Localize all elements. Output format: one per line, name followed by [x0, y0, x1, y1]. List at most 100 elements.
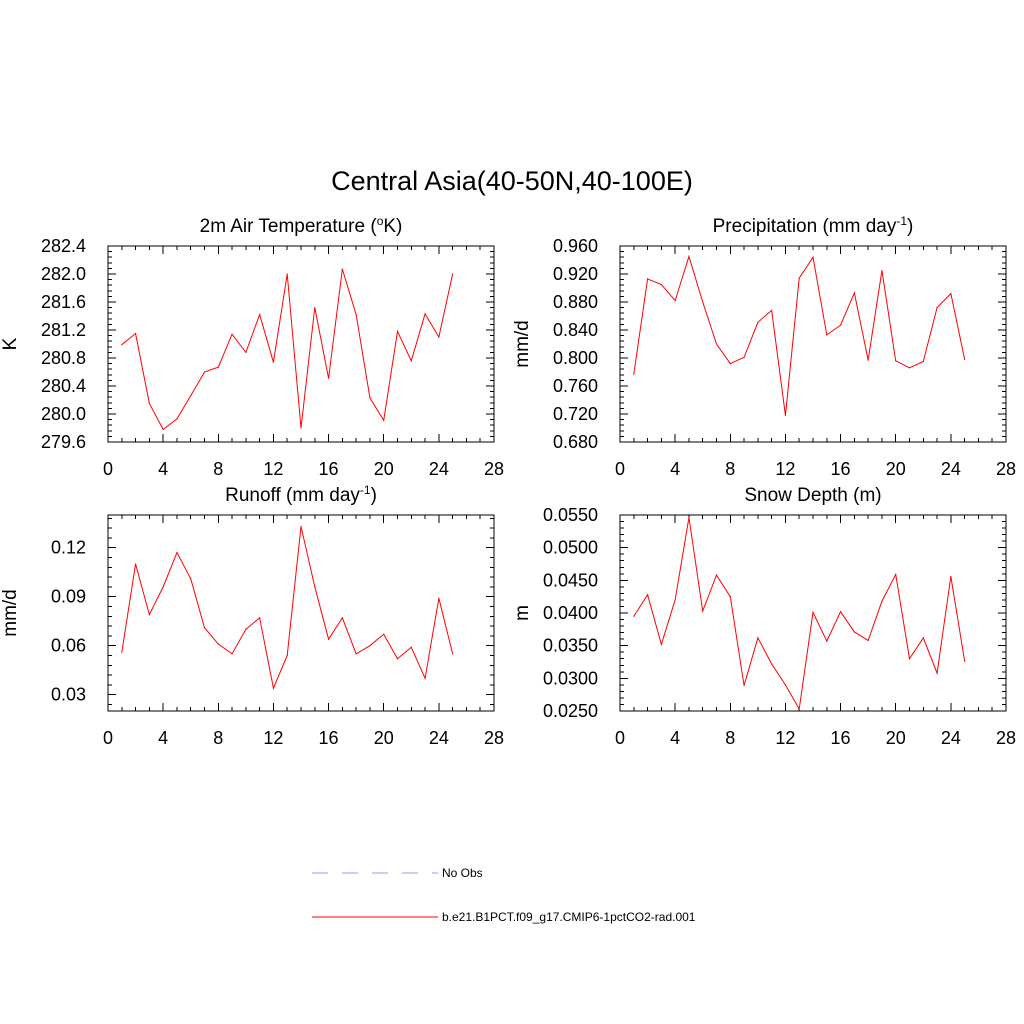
data-point	[853, 292, 855, 294]
data-point	[203, 371, 206, 373]
data-point	[148, 402, 150, 405]
y-tick-label: 0.0400	[543, 603, 598, 623]
data-point	[327, 377, 330, 379]
data-point	[424, 677, 426, 679]
data-point	[881, 269, 883, 272]
panel-title-superscript: o	[377, 214, 384, 228]
data-point	[895, 573, 897, 576]
x-tick-label: 8	[213, 459, 223, 479]
data-point	[327, 638, 330, 640]
y-axis-label: K	[0, 337, 21, 350]
data-point	[784, 414, 787, 416]
y-tick-label: 0.0350	[543, 636, 598, 656]
data-point	[936, 672, 938, 674]
x-tick-label: 0	[103, 459, 113, 479]
data-point	[853, 631, 855, 633]
x-tick-label: 24	[941, 459, 961, 479]
data-point	[964, 358, 966, 360]
data-point	[286, 654, 288, 657]
data-point	[355, 314, 357, 316]
x-tick-label: 12	[263, 459, 283, 479]
data-point	[839, 611, 842, 613]
data-point	[950, 575, 952, 578]
y-tick-label: 0.800	[553, 348, 598, 368]
y-tick-label: 279.6	[41, 432, 86, 452]
panel-precipitation: 0 4 8 12 16 20 24 28 0.680 0.720 0.760 0.800 0.840 0.…	[512, 214, 1016, 479]
data-point	[217, 643, 219, 645]
y-tick-label: 0.880	[553, 292, 598, 312]
panel-title: 2m Air Temperature (oK)	[200, 214, 403, 237]
data-point	[743, 356, 745, 358]
data-point	[300, 525, 302, 528]
panel-title-text: Runoff (mm day	[225, 485, 360, 506]
data-point	[396, 330, 399, 332]
data-point	[341, 617, 343, 619]
data-point	[134, 563, 137, 565]
x-tick-label: 8	[725, 459, 735, 479]
data-point	[245, 628, 247, 630]
data-point	[190, 395, 192, 397]
x-tick-label: 4	[158, 728, 168, 748]
data-point	[936, 307, 938, 309]
data-point	[729, 363, 731, 365]
y-tick-label: 0.0450	[543, 570, 598, 590]
y-tick-label: 0.920	[553, 264, 598, 284]
data-point	[784, 684, 787, 686]
data-point	[950, 293, 952, 295]
x-tick-label: 20	[374, 728, 394, 748]
data-point	[812, 611, 814, 613]
plot-frame	[619, 245, 1007, 443]
data-point	[300, 427, 302, 429]
data-point	[245, 351, 247, 353]
data-point	[715, 574, 718, 576]
data-point	[674, 599, 676, 601]
y-axis-label: mm/d	[512, 320, 533, 368]
data-point	[452, 653, 454, 655]
data-point	[217, 366, 219, 368]
x-tick-label: 4	[670, 459, 680, 479]
x-tick-label: 28	[484, 459, 504, 479]
data-point	[702, 301, 704, 303]
data-point	[383, 633, 385, 635]
data-point	[314, 586, 316, 588]
legend-obs-label: No Obs	[442, 866, 483, 880]
x-tick-label: 28	[996, 459, 1016, 479]
data-point	[162, 586, 164, 588]
data-point	[190, 578, 192, 580]
x-tick-label: 16	[831, 459, 851, 479]
y-tick-label: 280.8	[41, 348, 86, 368]
x-tick-label: 0	[615, 459, 625, 479]
data-point	[452, 273, 454, 275]
data-point	[895, 360, 897, 362]
data-point	[964, 660, 966, 662]
panel-title-end: )	[371, 485, 377, 506]
data-point	[396, 658, 399, 660]
y-tick-label: 0.0500	[543, 538, 598, 558]
x-tick-label: 0	[615, 728, 625, 748]
data-point	[922, 360, 924, 363]
data-point	[908, 658, 911, 660]
data-point	[729, 596, 731, 598]
x-tick-label: 24	[429, 459, 449, 479]
data-point	[272, 687, 275, 689]
x-tick-label: 4	[158, 459, 168, 479]
y-axis-label: m	[512, 605, 533, 621]
panel-title-superscript: -1	[360, 483, 371, 497]
y-tick-label: 281.2	[41, 320, 86, 340]
x-tick-label: 28	[484, 728, 504, 748]
x-tick-label: 16	[319, 459, 339, 479]
data-point	[771, 663, 773, 665]
data-point	[176, 551, 178, 554]
data-point	[757, 321, 759, 323]
y-tick-label: 281.6	[41, 292, 86, 312]
data-point	[231, 333, 233, 335]
x-tick-label: 0	[103, 728, 113, 748]
data-point	[867, 639, 869, 642]
x-tick-label: 8	[213, 728, 223, 748]
data-point	[688, 255, 690, 258]
legend-model-label: b.e21.B1PCT.f09_g17.CMIP6-1pctCO2-rad.00…	[442, 910, 696, 924]
data-point	[688, 517, 690, 519]
data-point	[369, 397, 371, 399]
y-tick-label: 0.0250	[543, 701, 598, 721]
panel-temperature: 0 4 8 12 16 20 24 28 279.6 280.0 280.4 280.8 281.2 28…	[0, 214, 504, 479]
